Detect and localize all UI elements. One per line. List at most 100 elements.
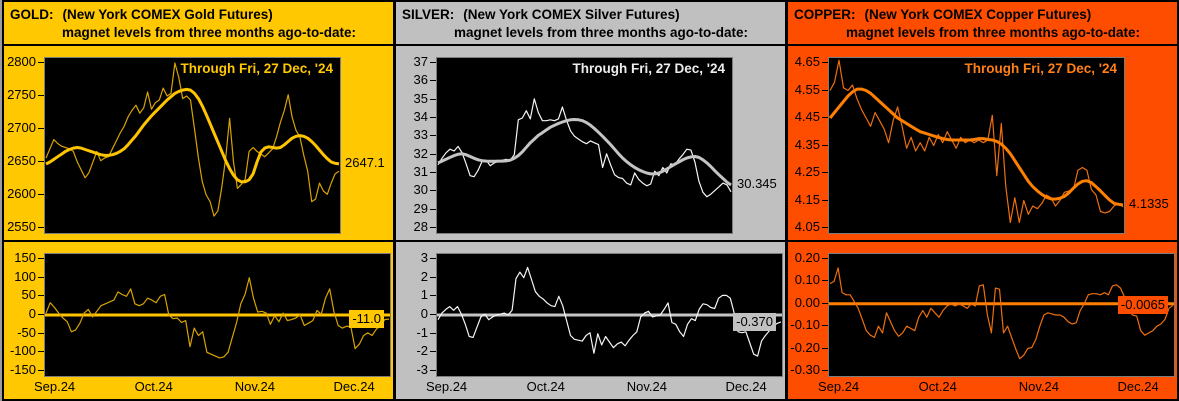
copper-upper-y-tick: 4.15 <box>795 192 828 208</box>
gold-upper-y-tick: 2750 <box>7 87 44 103</box>
gold-upper-y-axis: 2800 2750 2700 2650 2600 2550 <box>4 54 44 235</box>
gold-lower-y-tick: 0 <box>29 306 44 322</box>
gold-title: GOLD: <box>10 7 54 22</box>
copper-upper-y-tick: 4.45 <box>795 109 828 125</box>
copper-x-tick: Nov.24 <box>1018 379 1060 394</box>
gold-panel: GOLD: (New York COMEX Gold Futures) magne… <box>4 2 393 399</box>
copper-lower-y-tick: 0.20 <box>795 250 828 266</box>
silver-upper-y-tick: 36 <box>414 72 436 88</box>
copper-price-magnet-chart: Through Fri, 27 Dec, '24 <box>828 57 1125 234</box>
gold-lower-plot-svg <box>45 277 390 359</box>
gold-header: GOLD: (New York COMEX Gold Futures) magne… <box>4 2 393 44</box>
gold-lower-y-tick: 50 <box>22 287 44 303</box>
silver-upper-y-tick: 32 <box>414 146 436 162</box>
gold-upper-plot-svg <box>45 62 340 217</box>
copper-upper-label-column: 4.1335 <box>1125 57 1177 234</box>
copper-upper-y-tick: 4.35 <box>795 137 828 153</box>
copper-lower-y-tick: 0.10 <box>795 272 828 288</box>
copper-title-line: COPPER: (New York COMEX Copper Futures) <box>788 7 1177 22</box>
gold-upper-y-tick: 2600 <box>7 186 44 202</box>
copper-upper-y-tick: 4.65 <box>795 54 828 70</box>
gold-upper-chart-section: 2800 2750 2700 2650 2600 2550 Through Fri, 27… <box>4 46 393 240</box>
silver-price-magnet-chart: Through Fri, 27 Dec, '24 <box>436 57 733 234</box>
silver-upper-y-tick: 35 <box>414 91 436 107</box>
silver-x-tick: Oct.24 <box>526 379 565 394</box>
divider <box>788 240 1177 242</box>
silver-lower-y-axis: 3 2 1 0 -1 -2 -3 <box>396 250 436 377</box>
gold-oscillator-chart: -11.0 <box>44 253 391 377</box>
copper-lower-y-tick: -0.30 <box>790 362 828 378</box>
silver-header: SILVER: (New York COMEX Silver Futures) m… <box>396 2 785 44</box>
gold-x-axis-labels: Sep.24 Oct.24 Nov.24 Dec.24 <box>4 379 393 395</box>
copper-upper-chart-section: 4.65 4.55 4.45 4.35 4.25 4.15 4.05 Through Fri… <box>788 46 1177 240</box>
copper-upper-y-tick: 4.05 <box>795 219 828 235</box>
copper-subtitle: magnet levels from three months ago-to-d… <box>846 25 1141 40</box>
copper-x-tick: Oct.24 <box>918 379 957 394</box>
copper-lower-y-tick: -0.10 <box>790 317 828 333</box>
gold-subtitle: magnet levels from three months ago-to-d… <box>62 25 357 40</box>
copper-title-paren: (New York COMEX Copper Futures) <box>864 7 1092 22</box>
silver-title: SILVER: <box>402 7 455 22</box>
gold-upper-label-column: 2647.1 <box>341 57 393 234</box>
copper-x-tick: Dec.24 <box>1117 379 1159 394</box>
silver-title-paren: (New York COMEX Silver Futures) <box>463 7 680 22</box>
gold-x-tick: Oct.24 <box>134 379 173 394</box>
copper-panel: COPPER: (New York COMEX Copper Futures) m… <box>788 2 1177 399</box>
divider <box>788 44 1177 46</box>
copper-upper-y-tick: 4.55 <box>795 82 828 98</box>
silver-oscillator-chart: -0.370 <box>436 253 783 377</box>
silver-lower-y-tick: 3 <box>421 250 436 266</box>
copper-lower-y-tick: 0.00 <box>795 295 828 311</box>
silver-oscillator-value-label: -0.370 <box>733 312 776 331</box>
silver-upper-y-tick: 34 <box>414 109 436 125</box>
silver-upper-plot-svg <box>437 98 732 198</box>
divider <box>4 44 393 46</box>
gold-lower-y-axis: 150 100 50 0 -50 -100 -150 <box>4 250 44 378</box>
silver-lower-y-tick: 2 <box>421 269 436 285</box>
silver-upper-label-column: 30.345 <box>733 57 785 234</box>
gold-upper-y-tick: 2650 <box>7 153 44 169</box>
silver-magnet-value-label: 30.345 <box>734 175 780 193</box>
gold-x-tick: Nov.24 <box>234 379 276 394</box>
copper-header: COPPER: (New York COMEX Copper Futures) m… <box>788 2 1177 44</box>
gold-x-tick: Sep.24 <box>33 379 76 394</box>
gold-lower-y-tick: 150 <box>14 250 44 266</box>
gold-title-line: GOLD: (New York COMEX Gold Futures) <box>4 7 393 22</box>
gold-lower-y-tick: -150 <box>10 362 44 378</box>
gold-upper-y-tick: 2700 <box>7 120 44 136</box>
gold-title-paren: (New York COMEX Gold Futures) <box>62 7 273 22</box>
silver-x-tick: Nov.24 <box>626 379 668 394</box>
silver-upper-chart-section: 37 36 35 34 33 32 31 30 29 28 Through Fri, 27 Dec… <box>396 46 785 240</box>
silver-x-tick: Dec.24 <box>725 379 767 394</box>
gold-oscillator-section: 150 100 50 0 -50 -100 -150 -11.0 Sep.24 Oct.24 N… <box>4 242 393 399</box>
silver-upper-y-tick: 33 <box>414 127 436 143</box>
copper-oscillator-value-label: -0.0065 <box>1117 296 1168 315</box>
copper-upper-y-axis: 4.65 4.55 4.45 4.35 4.25 4.15 4.05 <box>788 54 828 235</box>
copper-lower-y-axis: 0.20 0.10 0.00 -0.10 -0.20 -0.30 <box>788 250 828 378</box>
copper-magnet-value-label: 4.1335 <box>1126 195 1172 214</box>
copper-x-axis-labels: Sep.24 Oct.24 Nov.24 Dec.24 <box>788 379 1177 395</box>
silver-upper-y-axis: 37 36 35 34 33 32 31 30 29 28 <box>396 54 436 235</box>
silver-upper-y-tick: 29 <box>414 201 436 217</box>
silver-lower-plot-svg <box>437 266 782 357</box>
gold-lower-y-tick: 100 <box>14 269 44 285</box>
gold-upper-y-tick: 2800 <box>7 54 44 70</box>
gold-upper-y-tick: 2550 <box>7 219 44 235</box>
silver-x-axis-labels: Sep.24 Oct.24 Nov.24 Dec.24 <box>396 379 785 395</box>
copper-through-date: Through Fri, 27 Dec, '24 <box>964 61 1118 76</box>
divider <box>396 240 785 242</box>
copper-oscillator-chart: -0.0065 <box>828 253 1175 377</box>
copper-upper-y-tick: 4.25 <box>795 164 828 180</box>
copper-lower-plot-svg <box>829 267 1174 360</box>
divider <box>4 240 393 242</box>
gold-oscillator-value-label: -11.0 <box>349 310 384 329</box>
gold-lower-y-tick: -100 <box>10 343 44 359</box>
silver-upper-y-tick: 28 <box>414 219 436 235</box>
silver-panel: SILVER: (New York COMEX Silver Futures) m… <box>396 2 785 399</box>
silver-lower-y-tick: 0 <box>421 306 436 322</box>
silver-lower-y-tick: 1 <box>421 287 436 303</box>
copper-oscillator-section: 0.20 0.10 0.00 -0.10 -0.20 -0.30 -0.0065 Sep.… <box>788 242 1177 399</box>
silver-upper-y-tick: 37 <box>414 54 436 70</box>
gold-lower-y-tick: -50 <box>17 325 44 341</box>
